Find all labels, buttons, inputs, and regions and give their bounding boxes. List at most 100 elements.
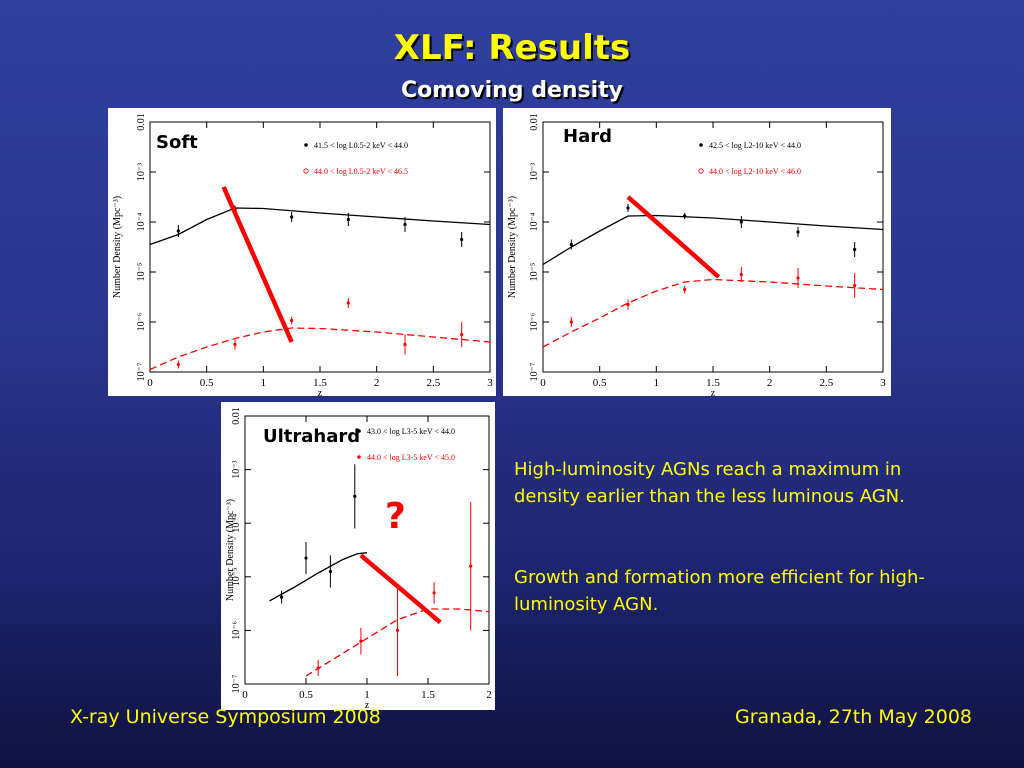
hard-chart-panel: 0 0.5 1 1.5 2 2.5 3 z 10⁻⁷ 10⁻⁶ 10⁻⁵ 10⁻⁴ 10⁻³ 0.01 Nu… [503, 108, 891, 396]
data-point [328, 569, 332, 574]
legend-entry: 41.5 < log L0.5-2 keV < 44.0 [314, 141, 408, 150]
y-axis-label: Number Density (Mpc⁻³) [225, 499, 236, 601]
series-model-line [542, 278, 884, 348]
x-tick-label: 0 [147, 377, 153, 389]
data-point [176, 229, 180, 233]
overlay-red-line [221, 186, 294, 343]
legend-marker [357, 455, 361, 459]
legend-entry: 43.0 < log L3-5 keV < 44.0 [367, 427, 455, 436]
x-tick-label: 3 [880, 377, 886, 389]
series-model-line [305, 608, 490, 677]
data-point [395, 628, 400, 632]
plot-frame [542, 121, 884, 373]
ultrahard-chart: 0 0.5 1 1.5 2 z 10⁻⁷ 10⁻⁶ 10⁻⁵ 10⁻⁴ 10⁻³ 0.01 Number… [225, 407, 492, 710]
slide-title: XLF: Results [393, 28, 631, 68]
y-tick-label: 0.01 [231, 407, 242, 425]
overlay-red-line [626, 195, 721, 279]
series-model-line [542, 214, 884, 266]
data-point [403, 222, 407, 227]
data-point [432, 591, 436, 595]
x-tick-label: 1.5 [706, 377, 720, 389]
x-axis-label: z [318, 388, 323, 396]
x-tick-label: 0.5 [200, 377, 214, 389]
soft-chart-panel: 0 0.5 1 1.5 2 2.5 3 z 10⁻⁷ 10⁻⁶ 10⁻⁵ 10⁻⁴ 10⁻³ 0.01 Nu… [108, 108, 496, 396]
data-point [683, 287, 687, 292]
data-point [346, 301, 350, 305]
data-point [403, 342, 407, 347]
series-model-line [149, 207, 491, 246]
x-tick-label: 0 [242, 689, 248, 701]
y-tick-label: 10⁻⁷ [529, 362, 540, 381]
y-tick-label: 0.01 [529, 113, 540, 131]
legend-marker [699, 143, 703, 147]
x-tick-label: 1 [364, 689, 370, 701]
data-point [280, 595, 284, 599]
legend-marker [304, 143, 308, 147]
data-point [290, 215, 294, 219]
plot-frame [149, 121, 491, 373]
data-point [569, 320, 573, 324]
data-point [626, 206, 630, 210]
data-point [233, 342, 237, 347]
finding-text-1: High-luminosity AGNs reach a maximum in … [514, 459, 905, 507]
x-tick-label: 1.5 [313, 377, 327, 389]
slide-subtitle: Comoving density [400, 78, 624, 103]
y-tick-label: 10⁻³ [136, 163, 147, 181]
overlay-red-line [359, 553, 442, 625]
data-point [853, 247, 857, 252]
data-point [353, 494, 357, 498]
y-tick-label: 10⁻⁶ [529, 312, 540, 331]
y-tick-label: 10⁻⁶ [231, 621, 242, 640]
data-point [359, 639, 363, 643]
hard-chart: 0 0.5 1 1.5 2 2.5 3 z 10⁻⁷ 10⁻⁶ 10⁻⁵ 10⁻⁴ 10⁻³ 0.01 Nu… [507, 113, 886, 396]
y-axis-label: Number Density (Mpc⁻³) [112, 196, 123, 298]
y-axis-label: Number Density (Mpc⁻³) [507, 196, 518, 298]
x-tick-label: 0.5 [299, 689, 313, 701]
data-point [290, 318, 294, 323]
y-tick-label: 10⁻⁵ [136, 263, 147, 282]
x-tick-label: 1.5 [421, 689, 435, 701]
x-tick-label: 2 [767, 377, 773, 389]
x-tick-label: 2.5 [426, 377, 440, 389]
ultrahard-chart-panel: 0 0.5 1 1.5 2 z 10⁻⁷ 10⁻⁶ 10⁻⁵ 10⁻⁴ 10⁻³ 0.01 Number… [221, 402, 495, 710]
legend-marker [698, 168, 704, 174]
x-tick-label: 2.5 [819, 377, 833, 389]
data-point [739, 220, 743, 224]
x-tick-label: 2 [374, 377, 380, 389]
footer-left: X-ray Universe Symposium 2008 [70, 706, 381, 728]
footer-right: Granada, 27th May 2008 [734, 706, 972, 728]
data-point [176, 362, 180, 367]
y-tick-label: 10⁻⁴ [231, 513, 242, 532]
legend-marker [357, 429, 361, 433]
data-point [796, 230, 800, 234]
data-point [460, 332, 464, 337]
y-tick-label: 10⁻³ [231, 460, 242, 478]
legend-marker [303, 168, 309, 174]
data-point [569, 242, 573, 247]
data-point [739, 272, 743, 277]
y-tick-label: 10⁻⁷ [231, 674, 242, 693]
x-tick-label: 0.5 [593, 377, 607, 389]
x-tick-label: 3 [487, 377, 493, 389]
question-mark: ? [385, 496, 406, 537]
y-tick-label: 10⁻⁷ [136, 362, 147, 381]
data-point [469, 564, 473, 568]
data-point [683, 214, 687, 218]
data-point [346, 217, 350, 222]
y-tick-label: 10⁻⁶ [136, 312, 147, 331]
y-tick-label: 0.01 [136, 113, 147, 131]
y-tick-label: 10⁻³ [529, 163, 540, 181]
data-point [853, 283, 857, 288]
hard-panel-label: Hard [563, 126, 612, 147]
y-tick-label: 10⁻⁵ [231, 567, 242, 586]
series-model-line [149, 327, 491, 371]
x-axis-label: z [365, 700, 370, 710]
ultrahard-panel-label: Ultrahard [263, 426, 361, 447]
y-tick-label: 10⁻⁴ [529, 212, 540, 231]
y-tick-label: 10⁻⁴ [136, 212, 147, 231]
x-tick-label: 1 [261, 377, 267, 389]
x-tick-label: 1 [654, 377, 660, 389]
soft-panel-label: Soft [156, 132, 198, 153]
data-point [626, 302, 630, 307]
data-point [316, 666, 320, 670]
